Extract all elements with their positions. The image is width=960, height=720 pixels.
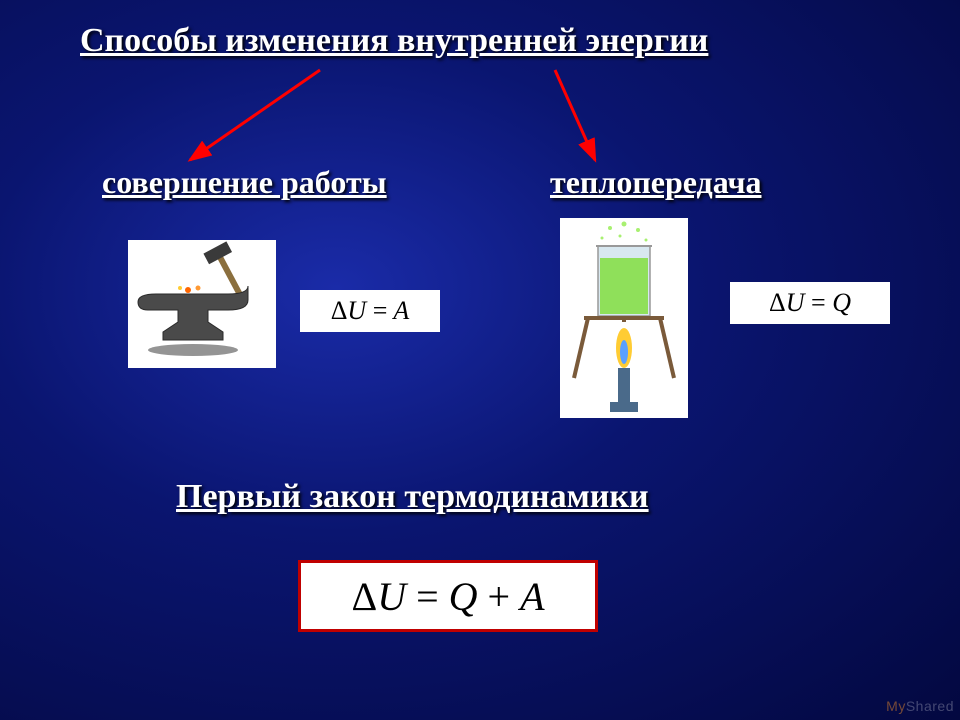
splash-icon <box>601 222 648 242</box>
formula-heat-text: ΔU = Q <box>769 288 851 318</box>
main-title: Способы изменения внутренней энергии <box>80 22 708 60</box>
formula-work-text: ΔU = A <box>331 296 410 326</box>
arrow-line-left <box>190 70 320 160</box>
branch-left-label: совершение работы <box>102 164 387 201</box>
law-title: Первый закон термодинамики <box>176 478 649 516</box>
anvil-icon <box>138 286 248 357</box>
beaker-burner-image <box>560 218 688 418</box>
arrow-line-right <box>555 70 595 160</box>
formula-law-text: ΔU = Q + A <box>351 573 544 620</box>
formula-law: ΔU = Q + A <box>298 560 598 632</box>
branch-right-label: теплопередача <box>550 164 761 201</box>
beaker-icon <box>596 246 652 316</box>
formula-work: ΔU = A <box>300 290 440 332</box>
watermark-my: My <box>886 698 906 714</box>
anvil-hammer-image <box>128 240 276 368</box>
watermark: MyShared <box>886 698 954 714</box>
watermark-shared: Shared <box>906 698 954 714</box>
burner-icon <box>610 328 638 412</box>
formula-heat: ΔU = Q <box>730 282 890 324</box>
